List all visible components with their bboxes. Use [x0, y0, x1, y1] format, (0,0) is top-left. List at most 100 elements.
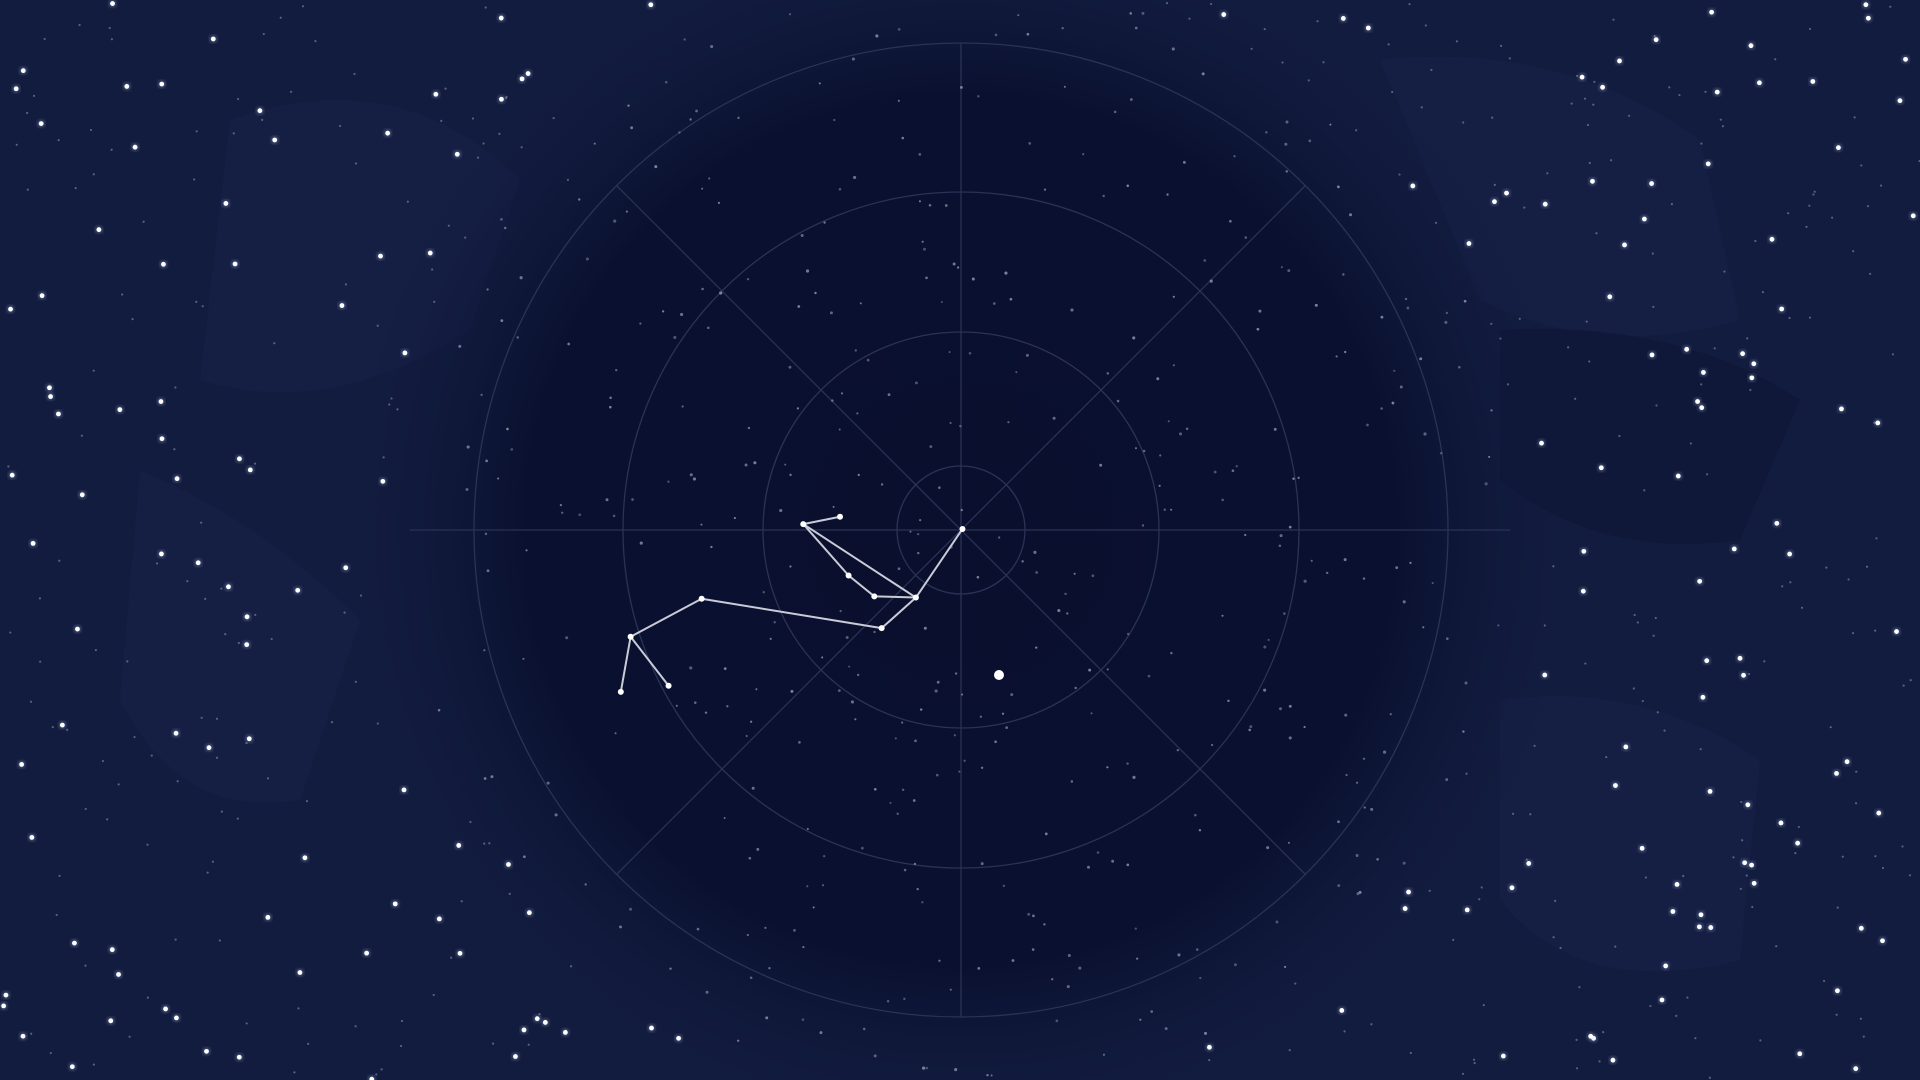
- faint-star: [1825, 566, 1828, 569]
- faint-star: [790, 689, 794, 693]
- faint-star: [220, 810, 223, 813]
- faint-star: [1391, 90, 1394, 94]
- faint-star: [1091, 574, 1095, 578]
- faint-star: [1491, 116, 1494, 119]
- faint-star: [619, 925, 622, 929]
- faint-star: [1132, 775, 1136, 779]
- faint-star: [559, 504, 562, 507]
- star: [108, 1018, 114, 1024]
- faint-star: [469, 820, 472, 824]
- faint-star: [631, 498, 634, 501]
- faint-star: [1256, 327, 1260, 331]
- faint-star: [938, 959, 941, 962]
- faint-star: [1325, 571, 1329, 575]
- faint-star: [1004, 271, 1008, 275]
- constellation-line: [915, 528, 964, 599]
- faint-star: [800, 233, 804, 237]
- faint-star: [1574, 397, 1577, 400]
- star: [1622, 242, 1627, 248]
- faint-star: [1797, 825, 1800, 829]
- faint-star: [1751, 905, 1754, 909]
- star: [534, 1016, 540, 1022]
- constellation-star: [959, 525, 966, 532]
- faint-star: [1015, 371, 1018, 374]
- star: [69, 1064, 75, 1070]
- faint-star: [1874, 855, 1877, 858]
- faint-star: [1859, 1017, 1862, 1020]
- faint-star: [788, 13, 792, 16]
- constellation-line: [630, 597, 703, 638]
- faint-star: [829, 311, 833, 315]
- star: [159, 81, 165, 87]
- faint-star: [1066, 612, 1069, 615]
- faint-star: [1641, 699, 1644, 703]
- faint-star: [1043, 188, 1047, 191]
- faint-star: [992, 302, 996, 305]
- faint-star: [963, 759, 966, 762]
- faint-star: [938, 486, 941, 489]
- faint-star: [375, 1073, 378, 1076]
- star: [174, 1015, 179, 1021]
- star: [1741, 672, 1746, 678]
- faint-star: [1147, 674, 1151, 678]
- star: [1600, 84, 1605, 90]
- star: [1410, 183, 1416, 189]
- star: [427, 250, 433, 256]
- star: [1402, 906, 1408, 911]
- faint-star: [567, 342, 570, 346]
- faint-star: [1288, 525, 1292, 529]
- star: [204, 1048, 209, 1054]
- star: [1613, 783, 1618, 788]
- star: [1865, 15, 1871, 21]
- faint-star: [1111, 859, 1115, 863]
- faint-star: [1482, 1003, 1485, 1007]
- faint-star: [1134, 26, 1138, 30]
- faint-star: [1033, 550, 1037, 554]
- faint-star: [916, 887, 919, 891]
- faint-star: [1874, 629, 1877, 632]
- faint-star: [450, 956, 453, 959]
- faint-star: [695, 109, 698, 113]
- faint-star: [1739, 887, 1742, 890]
- faint-star: [1533, 744, 1536, 747]
- faint-star: [1523, 206, 1526, 209]
- faint-star: [1116, 399, 1120, 403]
- faint-star: [629, 907, 632, 911]
- faint-star: [1221, 498, 1224, 502]
- faint-star: [956, 266, 960, 269]
- faint-star: [1355, 129, 1358, 132]
- faint-star: [101, 759, 105, 763]
- faint-star: [953, 734, 956, 737]
- faint-star: [353, 72, 356, 76]
- faint-star: [1198, 828, 1202, 832]
- faint-star: [1759, 1039, 1762, 1042]
- faint-star: [958, 770, 961, 773]
- constellation-line: [803, 515, 841, 526]
- star: [542, 1020, 548, 1025]
- faint-star: [614, 732, 617, 735]
- star: [1659, 997, 1665, 1003]
- star: [302, 855, 308, 861]
- faint-star: [1409, 1051, 1412, 1055]
- star: [525, 71, 531, 76]
- faint-star: [755, 688, 758, 691]
- faint-star: [516, 336, 519, 339]
- faint-star: [1167, 420, 1170, 423]
- nebula: [1500, 696, 1760, 972]
- faint-star: [1102, 194, 1105, 198]
- faint-star: [1585, 320, 1588, 323]
- star: [401, 787, 407, 793]
- constellation-line: [874, 595, 916, 599]
- faint-star: [1303, 579, 1307, 583]
- faint-star: [873, 1054, 877, 1058]
- star: [1674, 882, 1680, 887]
- star: [1769, 236, 1775, 242]
- faint-star: [204, 597, 207, 600]
- faint-star: [917, 551, 920, 555]
- faint-star: [193, 178, 196, 181]
- faint-star: [994, 740, 997, 744]
- faint-star: [527, 1043, 530, 1046]
- faint-star: [578, 198, 581, 201]
- faint-star: [1675, 1014, 1678, 1017]
- faint-star: [1113, 110, 1117, 114]
